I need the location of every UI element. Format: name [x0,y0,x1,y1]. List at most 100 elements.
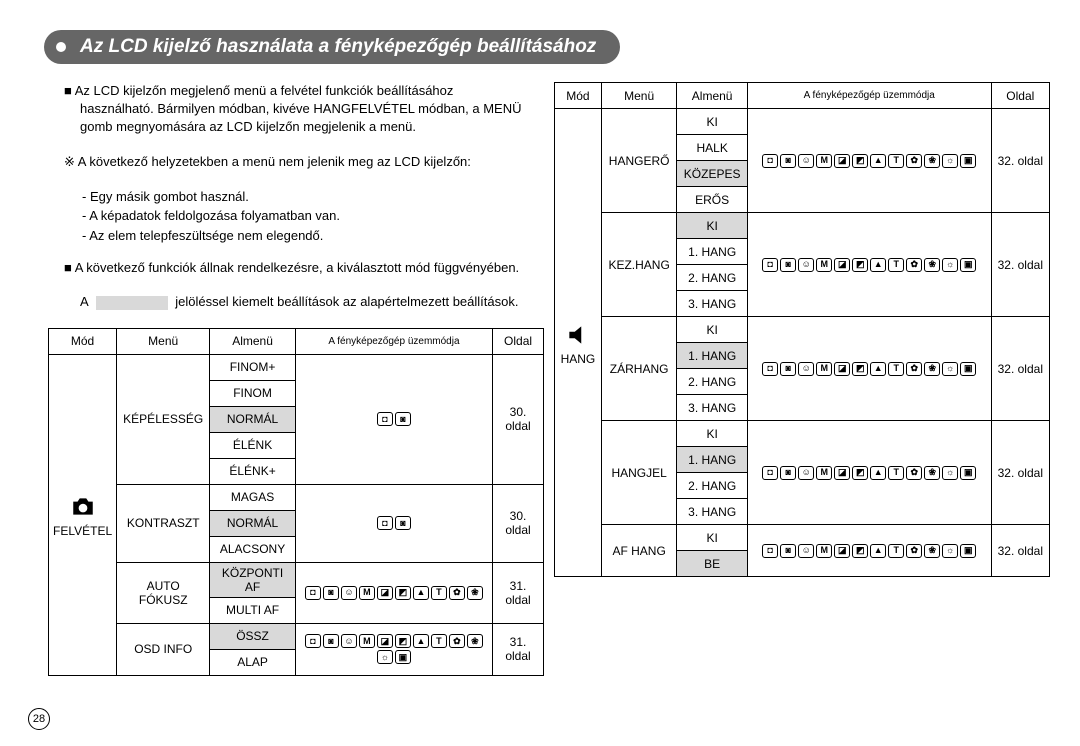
highlight-swatch-icon [96,296,168,310]
page-cell: 31. oldal [493,623,544,675]
mode-icon: ☼ [942,544,958,558]
submenu-cell: KÖZEPES [677,161,748,187]
mode-icon: ◪ [834,154,850,168]
mode-icon: ☼ [377,650,393,664]
page-cell: 32. oldal [991,317,1049,421]
menu-cell: OSD INFO [117,623,210,675]
table-row: AF HANGKI◘◙☺M◪◩▲T✿❀☼▣32. oldal [555,525,1050,551]
mode-icon: ◘ [377,412,393,426]
intro-sublist: - Egy másik gombot használ. - A képadato… [82,187,526,246]
submenu-cell: 1. HANG [677,239,748,265]
mode-icon: M [816,258,832,272]
mode-cell: FELVÉTEL [49,354,117,675]
submenu-cell: 3. HANG [677,499,748,525]
submenu-cell: KÖZPONTI AF [210,562,296,597]
mode-icon: ☼ [942,362,958,376]
mode-icon: ◩ [852,362,868,376]
mode-icon-grid: ◘◙☺M◪◩▲T✿❀☼▣ [752,360,987,378]
submenu-cell: 2. HANG [677,265,748,291]
th-oldal: Oldal [991,83,1049,109]
intro-p3: ■ A következő funkciók állnak rendelkezé… [64,259,526,277]
page-cell: 30. oldal [493,484,544,562]
table-row: HANGHANGERŐKI◘◙☺M◪◩▲T✿❀☼▣32. oldal [555,109,1050,135]
submenu-cell: 1. HANG [677,343,748,369]
submenu-cell: KI [677,421,748,447]
mode-icon: M [816,466,832,480]
mode-icon: ◙ [395,412,411,426]
th-almenu: Almenü [210,328,296,354]
submenu-cell: KI [677,317,748,343]
mode-icon: ◘ [762,544,778,558]
p4-b: jelöléssel kiemelt beállítások az alapér… [175,294,518,309]
mode-icon: ☺ [798,362,814,376]
sub-item: - Az elem telepfeszültsége nem elegendő. [82,226,526,246]
mode-icon: ☺ [341,586,357,600]
mode-icon: ▣ [960,544,976,558]
sub-item: - A képadatok feldolgozása folyamatban v… [82,206,526,226]
mode-icon: ◪ [377,634,393,648]
mode-icon: ▲ [870,154,886,168]
submenu-cell: ALACSONY [210,536,296,562]
mode-icon-grid: ◘◙ [300,410,488,428]
table-row: OSD INFOÖSSZ◘◙☺M◪◩▲T✿❀☼▣31. oldal [49,623,544,649]
mode-icon: ◙ [323,586,339,600]
mode-label: HANG [559,352,597,366]
submenu-cell: 1. HANG [677,447,748,473]
submenu-cell: 2. HANG [677,473,748,499]
mode-icon: ◙ [323,634,339,648]
submenu-cell: FINOM [210,380,296,406]
submenu-cell: ALAP [210,649,296,675]
submenu-cell: 2. HANG [677,369,748,395]
page-cell: 32. oldal [991,525,1049,577]
intro-p1: ■ Az LCD kijelzőn megjelenő menü a felvé… [64,82,526,137]
intro-p4: A jelöléssel kiemelt beállítások az alap… [64,293,526,311]
submenu-cell: ERŐS [677,187,748,213]
submenu-cell: 3. HANG [677,395,748,421]
mode-icon: ▣ [395,650,411,664]
opmode-cell: ◘◙☺M◪◩▲T✿❀ [295,562,492,623]
th-mod: Mód [49,328,117,354]
mode-icon: ✿ [449,586,465,600]
mode-icon: ❀ [924,544,940,558]
speaker-icon [565,324,591,346]
mode-icon: ◩ [395,586,411,600]
mode-icon: T [888,544,904,558]
submenu-cell: HALK [677,135,748,161]
mode-icon-grid: ◘◙☺M◪◩▲T✿❀☼▣ [752,256,987,274]
mode-icon: M [816,154,832,168]
opmode-cell: ◘◙☺M◪◩▲T✿❀☼▣ [747,109,991,213]
mode-label: FELVÉTEL [53,524,112,538]
menu-cell: KEZ.HANG [601,213,677,317]
menu-cell: ZÁRHANG [601,317,677,421]
opmode-cell: ◘◙ [295,354,492,484]
mode-icon: ☺ [798,154,814,168]
mode-cell: HANG [555,109,602,577]
mode-icon: T [888,154,904,168]
mode-icon: T [431,634,447,648]
mode-icon: ❀ [924,466,940,480]
mode-icon-grid: ◘◙☺M◪◩▲T✿❀☼▣ [752,542,987,560]
mode-icon: ☼ [942,154,958,168]
table-row: FELVÉTELKÉPÉLESSÉGFINOM+◘◙30. oldal [49,354,544,380]
mode-icon: ◩ [852,258,868,272]
mode-icon: ▲ [870,258,886,272]
mode-icon: ▲ [413,586,429,600]
mode-icon-grid: ◘◙☺M◪◩▲T✿❀ [300,584,488,602]
mode-icon: ☺ [798,258,814,272]
mode-icon: ◩ [852,154,868,168]
mode-icon: ◩ [395,634,411,648]
table-row: KONTRASZTMAGAS◘◙30. oldal [49,484,544,510]
mode-icon: ◙ [780,544,796,558]
mode-icon: ◘ [762,362,778,376]
mode-icon: ◙ [780,362,796,376]
mode-icon: M [359,586,375,600]
mode-icon: ▲ [870,362,886,376]
right-table: Mód Menü Almenü A fényképezőgép üzemmódj… [554,82,1050,577]
opmode-cell: ◘◙☺M◪◩▲T✿❀☼▣ [747,525,991,577]
mode-icon: ▣ [960,258,976,272]
submenu-cell: FINOM+ [210,354,296,380]
mode-icon: ❀ [467,634,483,648]
mode-icon: ▣ [960,362,976,376]
mode-icon-grid: ◘◙ [300,514,488,532]
mode-icon: ✿ [906,362,922,376]
